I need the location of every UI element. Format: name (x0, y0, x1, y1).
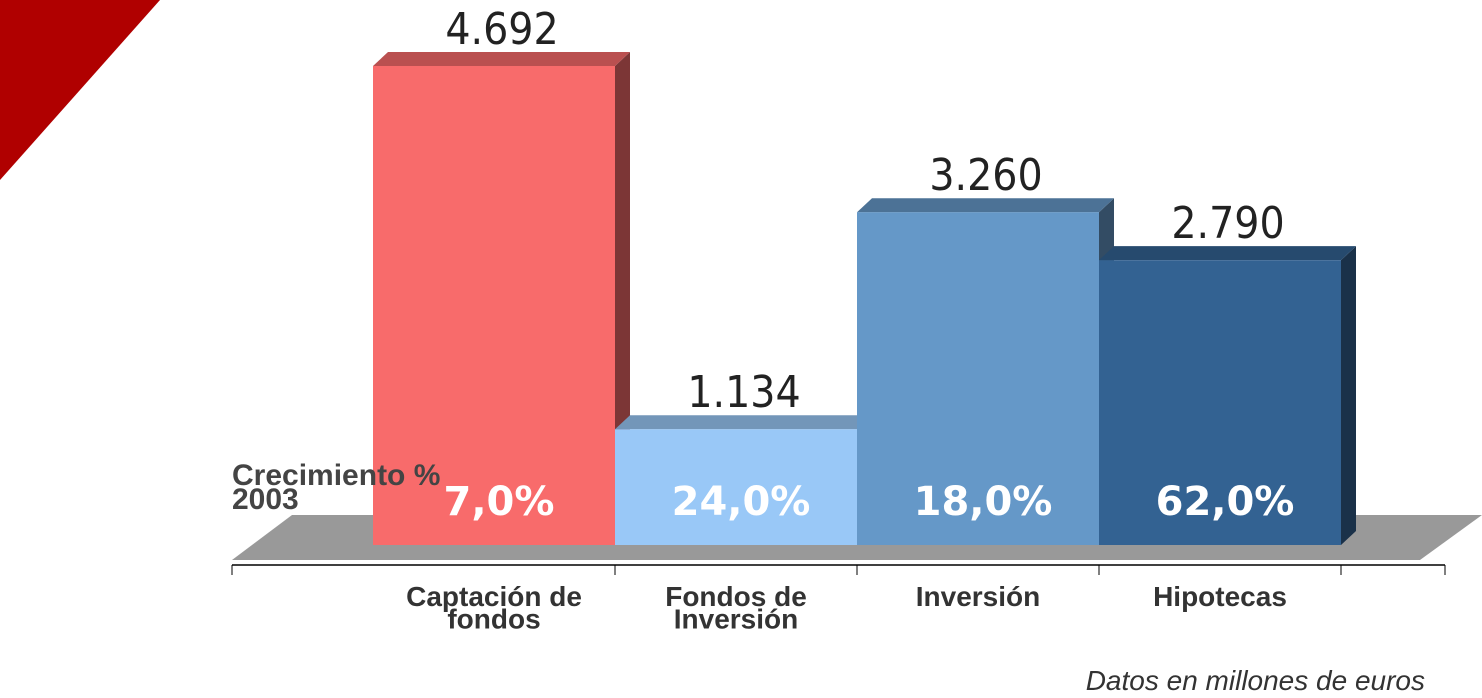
bar-top (615, 415, 872, 430)
category-label: Fondos de Inversión (665, 581, 807, 634)
bar-top (1099, 246, 1356, 261)
value-label: 1.134 (687, 367, 800, 418)
category-label-line: Fondos de (665, 581, 807, 612)
bar (1099, 260, 1341, 545)
bar (373, 66, 615, 545)
growth-label: 62,0% (1156, 479, 1295, 525)
bar-top (373, 52, 630, 66)
value-label: 3.260 (929, 150, 1042, 201)
value-label: 4.692 (445, 4, 558, 55)
category-label-line: Inversión (916, 581, 1040, 612)
category-label: Captación de fondos (406, 581, 582, 634)
bar (615, 429, 857, 545)
value-label: 2.790 (1171, 198, 1284, 249)
growth-title-line: Crecimiento % (232, 459, 440, 492)
growth-label: 7,0% (444, 479, 555, 525)
note: Datos en millones de euros (1086, 665, 1425, 696)
corner-decoration (0, 0, 160, 180)
category-label-line: Hipotecas (1153, 581, 1287, 612)
growth-label: 18,0% (914, 479, 1053, 525)
category-label: Hipotecas (1153, 581, 1287, 612)
category-label: Inversión (916, 581, 1040, 612)
category-label-line: Inversión (674, 603, 798, 634)
growth-title-line: 2003 (232, 483, 299, 516)
growth-label: 24,0% (672, 479, 811, 525)
bar (857, 212, 1099, 545)
growth-title: Crecimiento % 2003 (232, 459, 440, 516)
bar-top (857, 198, 1114, 213)
category-label-line: fondos (447, 603, 540, 634)
bar-side (1341, 246, 1356, 545)
category-label-line: Captación de (406, 581, 582, 612)
